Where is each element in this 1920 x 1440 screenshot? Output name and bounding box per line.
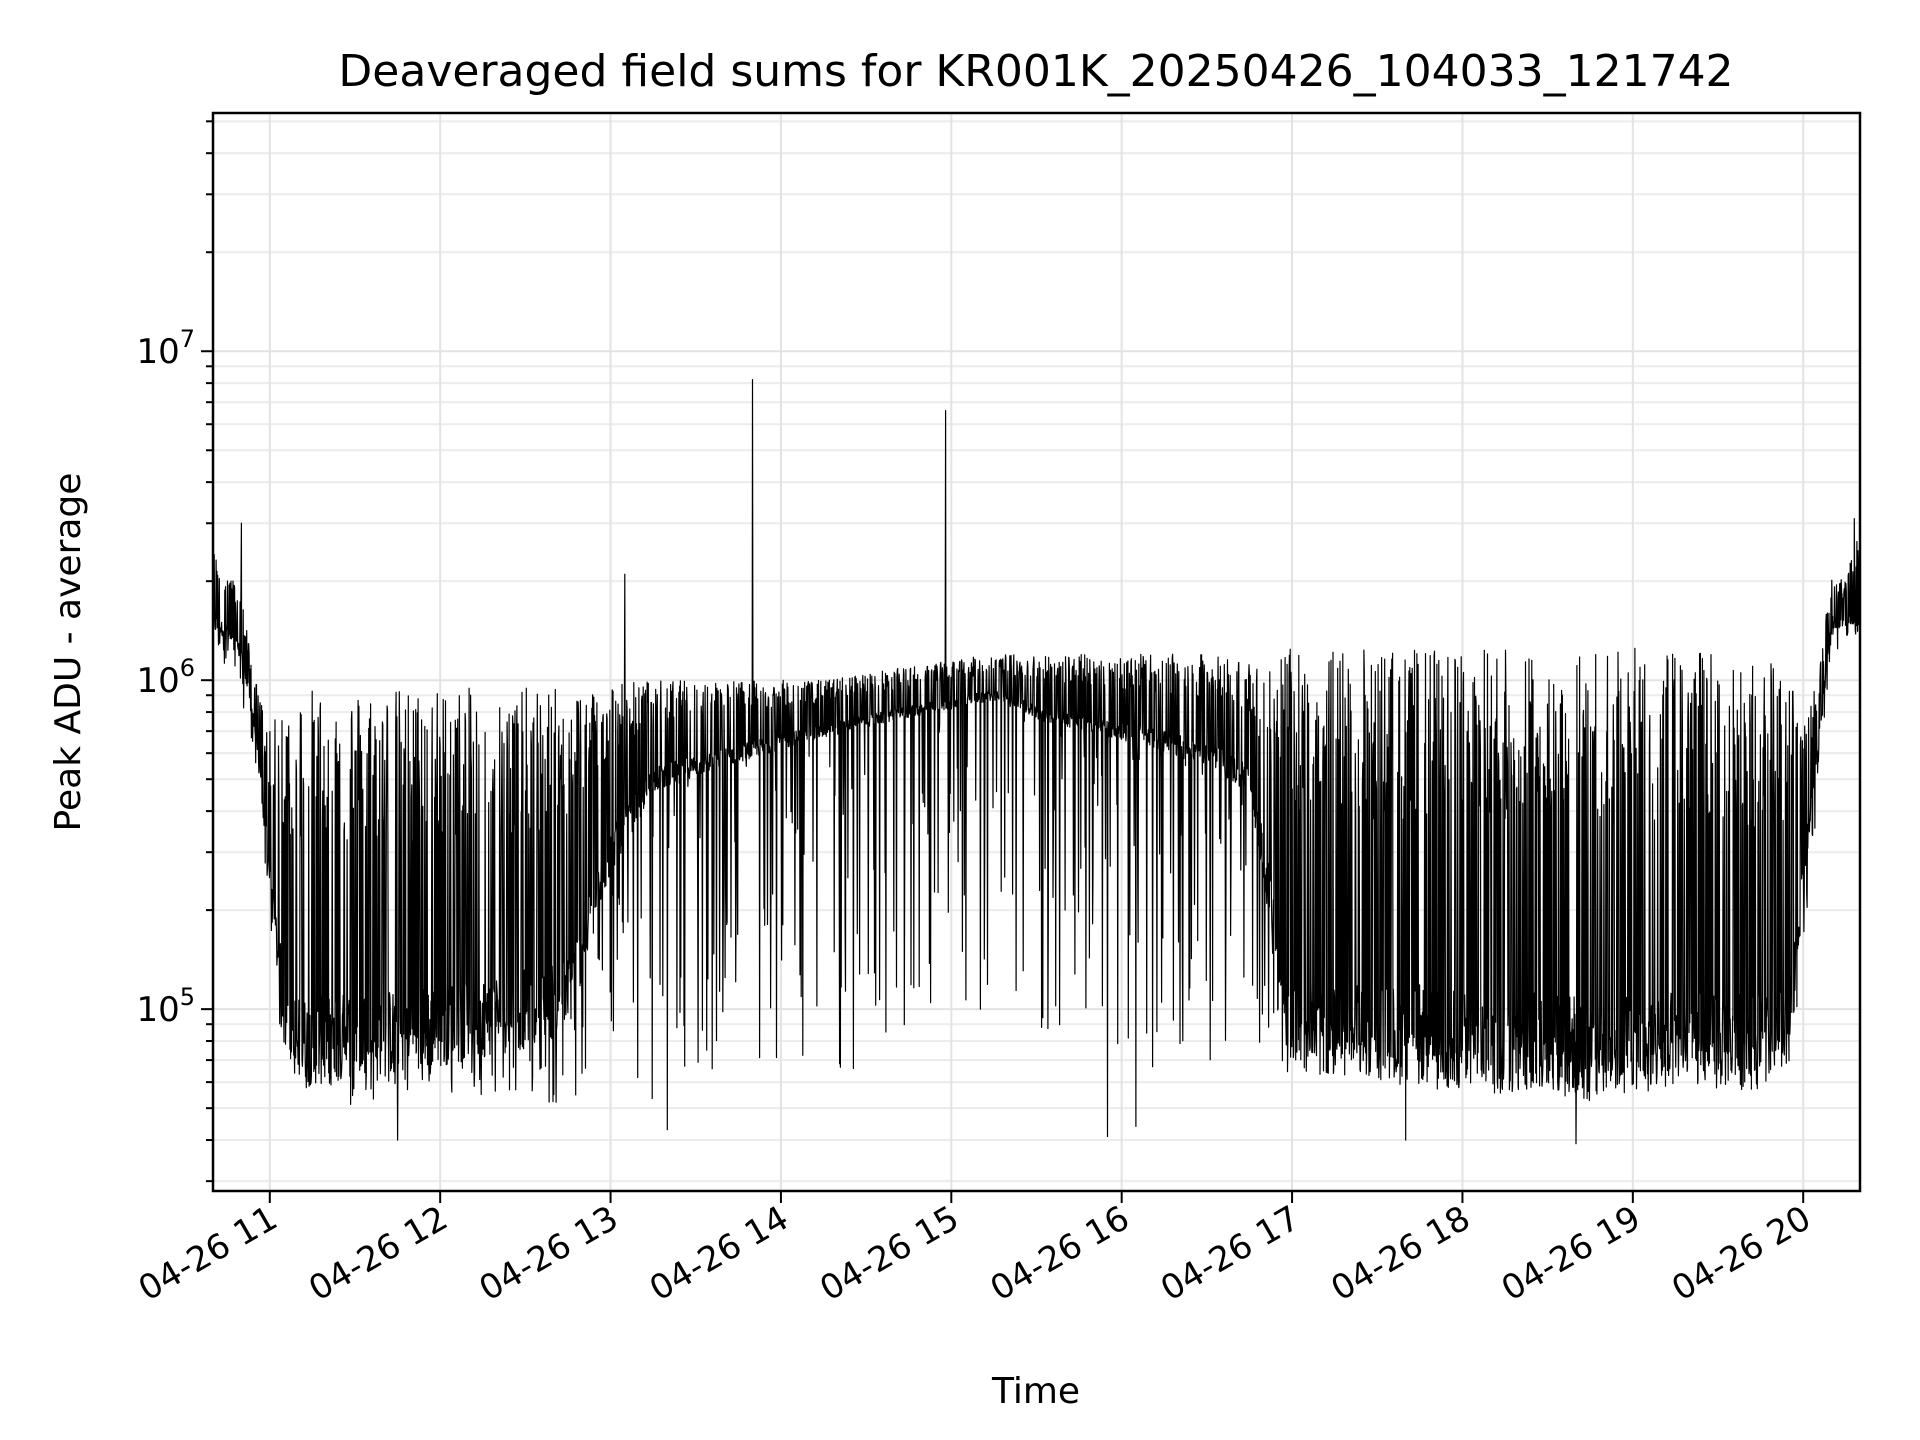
chart-title: Deaveraged field sums for KR001K_2025042… bbox=[338, 46, 1733, 97]
series-line bbox=[212, 379, 1861, 1145]
y-tick-label: 105 bbox=[136, 983, 195, 1030]
x-axis-label: Time bbox=[991, 1371, 1080, 1412]
y-axis-label: Peak ADU - average bbox=[48, 473, 89, 832]
plot-frame bbox=[211, 111, 1862, 1193]
y-tick-label: 106 bbox=[136, 654, 195, 701]
series-layer bbox=[212, 379, 1861, 1145]
y-tick-label: 107 bbox=[136, 325, 195, 372]
